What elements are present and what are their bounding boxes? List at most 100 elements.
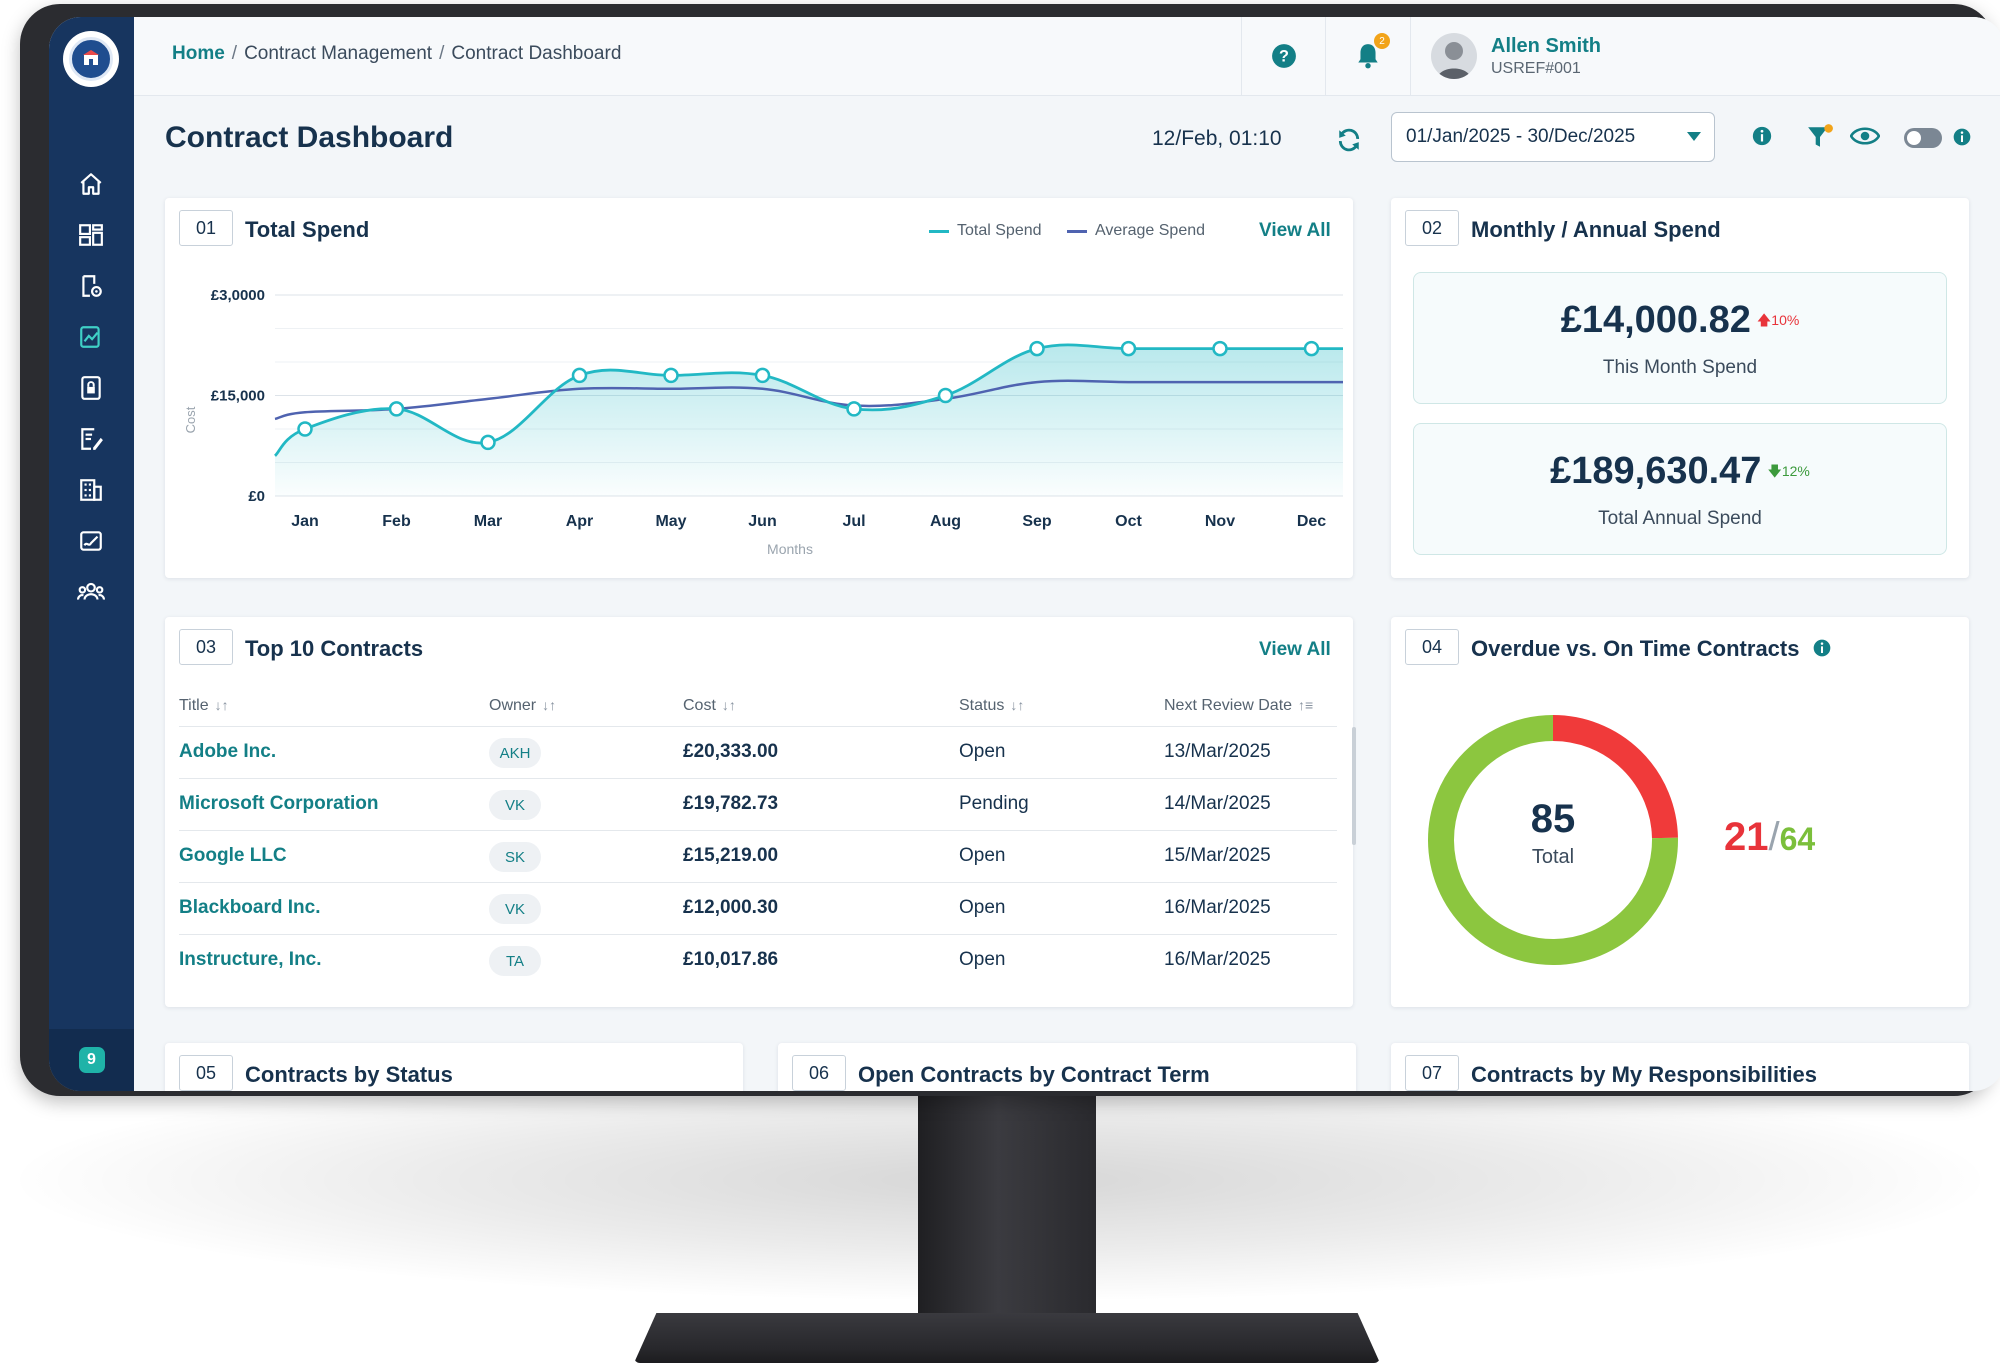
- column-header-status[interactable]: Status ↓↑: [959, 697, 1024, 715]
- view-all-link[interactable]: View All: [1259, 220, 1331, 241]
- contract-status: Open: [959, 845, 1006, 866]
- contract-cost: £15,219.00: [683, 845, 779, 866]
- sort-icon: ↓↑: [542, 697, 557, 713]
- visibility-button[interactable]: [1849, 125, 1881, 152]
- svg-text:?: ?: [1279, 47, 1289, 65]
- on-time-count: 64: [1779, 821, 1816, 857]
- owner-chip: VK: [489, 790, 541, 820]
- date-info-button[interactable]: [1751, 125, 1773, 152]
- card-title: Open Contracts by Contract Term: [858, 1062, 1210, 1087]
- x-tick-label: Aug: [930, 513, 961, 530]
- screen: 9 Home / Contract Management / Contract Dash…: [49, 17, 2000, 1091]
- annual-spend-value: £189,630.47 🡇12%: [1414, 450, 1946, 493]
- sidebar-item-home[interactable]: [66, 161, 116, 207]
- breadcrumb-contract-management[interactable]: Contract Management: [244, 43, 433, 64]
- column-header-cost[interactable]: Cost ↓↑: [683, 697, 736, 715]
- card-number: 07: [1405, 1055, 1459, 1091]
- overdue-donut-chart: [1428, 715, 1678, 965]
- notifications-button[interactable]: 2: [1325, 17, 1410, 95]
- this-month-spend-label: This Month Spend: [1602, 357, 1758, 378]
- toggle-knob: [1907, 131, 1921, 145]
- help-button[interactable]: ?: [1241, 17, 1326, 95]
- card-title: Total Spend: [245, 217, 370, 242]
- table-row[interactable]: Instructure, Inc. TA £10,017.86 Open 16/…: [179, 934, 1337, 987]
- contract-title-link[interactable]: Microsoft Corporation: [179, 793, 379, 814]
- total-spend-point: [1029, 340, 1045, 357]
- contract-cost: £20,333.00: [683, 741, 779, 762]
- sidebar-item-secure-docs[interactable]: [66, 365, 116, 411]
- total-spend-point: [388, 401, 405, 417]
- sidebar-footer: 9: [49, 1029, 134, 1091]
- total-spend-point: [846, 401, 862, 417]
- school-logo[interactable]: [63, 31, 119, 87]
- sidebar-item-suppliers[interactable]: [66, 467, 116, 513]
- sidebar-item-contract-settings[interactable]: [66, 263, 116, 309]
- card-title: Contracts by Status: [245, 1062, 453, 1087]
- contracts-by-term-card: 06 Open Contracts by Contract Term: [778, 1043, 1356, 1091]
- school-logo-emblem: [69, 37, 113, 81]
- x-tick-label: May: [655, 513, 686, 530]
- average-spend-line: [274, 379, 1343, 421]
- sidebar-item-signatures[interactable]: [66, 518, 116, 564]
- app-version-badge[interactable]: 9: [78, 1047, 105, 1073]
- on-time-slice[interactable]: [1428, 715, 1678, 965]
- refresh-button[interactable]: [1336, 127, 1362, 158]
- breadcrumb-home[interactable]: Home: [172, 43, 225, 64]
- table-row[interactable]: Blackboard Inc. VK £12,000.30 Open 16/Ma…: [179, 882, 1337, 935]
- card-title: Contracts by My Responsibilities: [1471, 1062, 1817, 1087]
- table-row[interactable]: Adobe Inc. AKH £20,333.00 Open 13/Mar/20…: [179, 726, 1337, 779]
- contract-settings-icon: [82, 275, 102, 297]
- contract-title-link[interactable]: Instructure, Inc.: [179, 949, 322, 970]
- total-label: Total: [1531, 846, 1575, 868]
- eye-icon: [1849, 127, 1881, 145]
- column-header-next-review-date[interactable]: Next Review Date ↑≡: [1164, 697, 1313, 715]
- total-spend-point: [754, 367, 771, 384]
- this-month-spend-value: £14,000.82 🡅10%: [1414, 299, 1946, 342]
- card-title-text: Overdue vs. On Time Contracts: [1471, 636, 1800, 661]
- overdue-slice[interactable]: [1552, 715, 1678, 839]
- view-toggle[interactable]: [1904, 128, 1942, 148]
- total-spend-card: 01 Total Spend Total Spend Average Spend…: [165, 198, 1353, 578]
- donut-center: 85 Total: [1428, 797, 1678, 869]
- sidebar-item-dashboard[interactable]: [66, 212, 116, 258]
- sidebar-item-users[interactable]: [66, 569, 116, 615]
- contract-title-link[interactable]: Google LLC: [179, 845, 287, 866]
- column-label: Next Review Date: [1164, 697, 1293, 714]
- owner-chip: SK: [489, 842, 541, 872]
- table-row[interactable]: Google LLC SK £15,219.00 Open 15/Mar/202…: [179, 830, 1337, 883]
- total-spend-point: [480, 434, 496, 451]
- contract-title-link[interactable]: Adobe Inc.: [179, 741, 277, 762]
- total-spend-point: [1120, 340, 1137, 357]
- table-row[interactable]: Microsoft Corporation VK £19,782.73 Pend…: [179, 778, 1337, 831]
- x-tick-label: Feb: [382, 513, 411, 530]
- sidebar-item-edit-docs[interactable]: [66, 416, 116, 462]
- card-number: 06: [792, 1055, 846, 1091]
- table-scrollbar[interactable]: [1352, 727, 1356, 845]
- x-axis-label: Months: [767, 541, 813, 557]
- column-header-title[interactable]: Title ↓↑: [179, 697, 229, 715]
- column-label: Status: [959, 697, 1005, 714]
- date-range-value: 01/Jan/2025 - 30/Dec/2025: [1406, 126, 1636, 147]
- filter-button[interactable]: [1805, 123, 1835, 156]
- next-review-date: 15/Mar/2025: [1164, 845, 1271, 866]
- info-icon[interactable]: [1812, 638, 1832, 658]
- bell-icon: [1358, 44, 1378, 69]
- sidebar-item-spend-reports[interactable]: [66, 314, 116, 360]
- toggle-info-button[interactable]: [1952, 127, 1972, 152]
- contract-title-link[interactable]: Blackboard Inc.: [179, 897, 321, 918]
- column-label: Owner: [489, 697, 537, 714]
- info-icon: [1953, 128, 1971, 146]
- user-menu[interactable]: Allen Smith USREF#001: [1410, 17, 1611, 95]
- total-spend-line: [273, 343, 1343, 457]
- next-review-date: 14/Mar/2025: [1164, 793, 1271, 814]
- next-review-date: 16/Mar/2025: [1164, 897, 1271, 918]
- x-tick-label: Apr: [566, 513, 594, 530]
- total-spend-point: [1303, 340, 1320, 357]
- building-icon: [80, 479, 102, 501]
- legend-average-spend: Average Spend: [1067, 222, 1205, 240]
- column-header-owner[interactable]: Owner ↓↑: [489, 697, 556, 715]
- legend-swatch: [929, 229, 949, 233]
- view-all-link[interactable]: View All: [1259, 639, 1331, 660]
- date-range-select[interactable]: 01/Jan/2025 - 30/Dec/2025: [1391, 112, 1715, 162]
- arrow-down-icon: 🡇: [1767, 462, 1782, 479]
